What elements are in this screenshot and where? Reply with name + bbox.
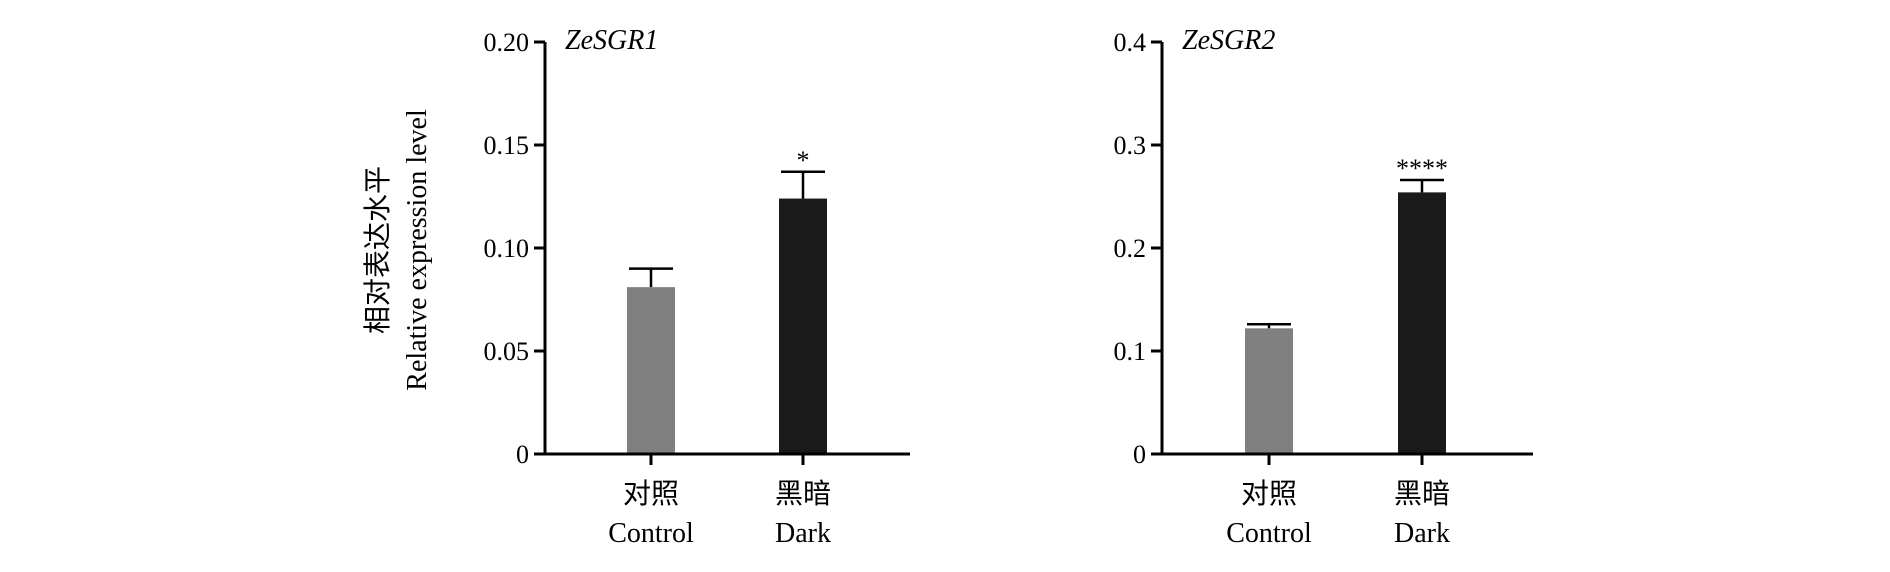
chart-0-bar-1 [779,198,827,453]
chart-1-y-tick-label: 0 [1133,440,1146,469]
chart-1-y-tick-label: 0.4 [1114,28,1147,57]
chart-0-bar-0 [627,287,675,453]
y-axis-label: 相对表达水平 Relative expression level [362,109,433,391]
chart-0-y-tick-label: 0.20 [484,28,530,57]
chart-0-x-tick-label-zh: 黑暗 [775,478,831,510]
chart-0-x-tick-label-en: Dark [775,518,831,549]
chart-1-bar-0 [1245,328,1293,453]
chart-1-y-tick-label: 0.3 [1114,131,1147,160]
chart-1-significance-label: **** [1396,154,1448,183]
chart-1-title: ZeSGR2 [1182,25,1275,56]
chart-0-significance-label: * [797,146,810,175]
chart-1-x-tick-label-zh: 对照 [1241,478,1297,510]
chart-1-y-tick-label: 0.1 [1114,337,1147,366]
chart-0-x-tick-label-en: Control [608,518,694,549]
chart-1-x-tick-label-en: Dark [1394,518,1450,549]
chart-0-y-tick-label: 0 [516,440,529,469]
chart-0-title: ZeSGR1 [565,25,658,56]
chart-panel-zesgr2: ZeSGR2 0 0.1 0.2 0.3 0.4 对照 Control **** 黑暗 Dark [1114,25,1533,549]
chart-1-y-tick-label: 0.2 [1114,234,1147,263]
y-axis-label-en: Relative expression level [402,109,433,391]
chart-panel-zesgr1: ZeSGR1 0 0.05 0.10 0.15 0.20 对照 Control * 黑暗 Dark [484,25,910,549]
chart-1-bar-1 [1398,192,1446,453]
y-axis-label-zh: 相对表达水平 [362,166,394,334]
chart-0-y-tick-label: 0.10 [484,234,530,263]
chart-0-y-tick-label: 0.15 [484,131,530,160]
chart-0-y-tick-label: 0.05 [484,337,530,366]
chart-1-x-tick-label-zh: 黑暗 [1394,478,1450,510]
chart-1-x-tick-label-en: Control [1226,518,1312,549]
chart-0-x-tick-label-zh: 对照 [623,478,679,510]
